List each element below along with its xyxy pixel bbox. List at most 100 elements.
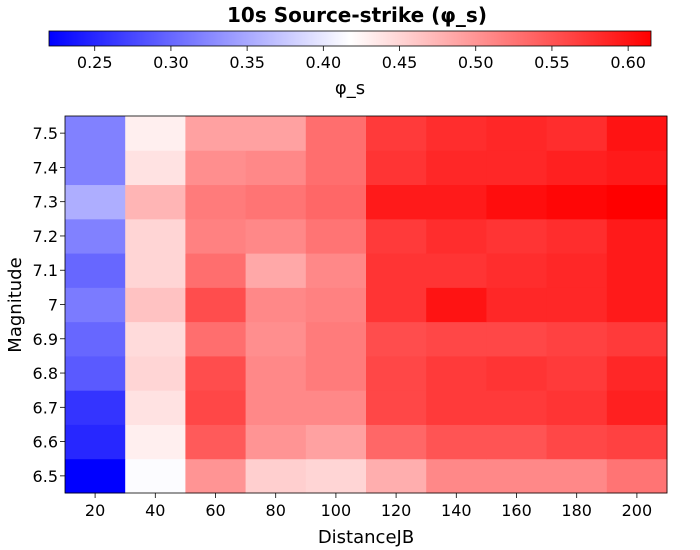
heatmap-cell: [366, 184, 427, 220]
colorbar-ticks: 0.25 0.30 0.35 0.40 0.45 0.50 0.55 0.60: [77, 46, 646, 72]
heatmap-cell: [426, 390, 487, 425]
heatmap-cell: [486, 355, 548, 391]
heatmap-cell: [65, 253, 126, 288]
heatmap-cell: [65, 150, 126, 186]
y-tick-label: 7.4: [33, 158, 58, 177]
heatmap-cell: [65, 321, 126, 357]
heatmap-cell: [245, 116, 307, 151]
heatmap-cell: [245, 458, 307, 494]
heatmap-cell: [125, 218, 186, 254]
heatmap-cell: [245, 218, 307, 254]
x-tick-label: 100: [321, 501, 352, 520]
heatmap-cell: [65, 390, 126, 425]
colorbar-tick-label: 0.25: [77, 53, 113, 72]
y-tick-label: 6.8: [33, 364, 58, 383]
x-tick-label: 20: [85, 501, 105, 520]
colorbar-label: φ_s: [335, 78, 365, 99]
heatmap-cell: [546, 184, 608, 220]
heatmap-cell: [125, 150, 186, 186]
colorbar-tick-label: 0.40: [306, 53, 342, 72]
heatmap-cell: [366, 355, 427, 391]
heatmap-cell: [606, 424, 668, 460]
heatmap-cell: [305, 458, 367, 494]
heatmap-cell: [366, 424, 427, 460]
x-axis-label: DistanceJB: [318, 527, 414, 548]
y-axis-ticks: 6.5 6.6 6.7 6.8 6.9 7 7.1 7.2 7.3 7.4 7.5: [33, 124, 65, 486]
heatmap-cell: [185, 424, 247, 460]
colorbar-tick-label: 0.35: [229, 53, 265, 72]
heatmap-cell: [606, 458, 668, 494]
heatmap-cell: [426, 253, 487, 288]
heatmap-cell: [65, 218, 126, 254]
heatmap-cell: [546, 390, 608, 425]
heatmap-cell: [125, 184, 186, 220]
heatmap-cell: [305, 287, 367, 323]
heatmap-cell: [426, 184, 487, 220]
heatmap-cell: [245, 184, 307, 220]
heatmap-cell: [245, 424, 307, 460]
y-tick-label: 7.3: [33, 193, 58, 212]
heatmap-cell: [65, 355, 126, 391]
y-tick-label: 6.6: [33, 433, 58, 452]
heatmap-cell: [185, 321, 247, 357]
x-tick-label: 160: [501, 501, 532, 520]
heatmap-cell: [366, 218, 427, 254]
heatmap-cell: [486, 424, 548, 460]
y-tick-label: 6.9: [33, 330, 58, 349]
heatmap-cell: [546, 458, 608, 494]
heatmap-cell: [305, 218, 367, 254]
x-tick-label: 140: [441, 501, 472, 520]
heatmap-cell: [486, 253, 548, 288]
heatmap-cell: [426, 458, 487, 494]
heatmap-cell: [486, 116, 548, 151]
heatmap-cell: [366, 390, 427, 425]
heatmap-cell: [305, 424, 367, 460]
heatmap-cell: [606, 287, 668, 323]
heatmap-cell: [185, 253, 247, 288]
heatmap-cell: [185, 458, 247, 494]
heatmap-cell: [606, 253, 668, 288]
heatmap-cell: [546, 287, 608, 323]
x-axis-ticks: 20 40 60 80 100 120 140 160 180 200: [85, 493, 652, 520]
heatmap-cell: [245, 355, 307, 391]
heatmap-cell: [125, 424, 186, 460]
heatmap-cell: [305, 150, 367, 186]
heatmap-cell: [486, 184, 548, 220]
heatmap-cell: [426, 150, 487, 186]
x-tick-label: 120: [381, 501, 412, 520]
heatmap-cell: [245, 253, 307, 288]
heatmap-cell: [65, 458, 126, 494]
heatmap-cell: [486, 287, 548, 323]
heatmap-cell: [546, 150, 608, 186]
heatmap-cell: [125, 287, 186, 323]
heatmap-cell: [546, 424, 608, 460]
heatmap-cell: [486, 150, 548, 186]
y-tick-label: 6.5: [33, 467, 58, 486]
heatmap-cell: [245, 150, 307, 186]
heatmap-cell: [606, 116, 668, 151]
y-tick-label: 7.1: [33, 261, 58, 280]
heatmap-cell: [366, 458, 427, 494]
x-tick-label: 180: [561, 501, 592, 520]
heatmap-cell: [125, 390, 186, 425]
heatmap-cell: [546, 355, 608, 391]
heatmap-cell: [606, 390, 668, 425]
heatmap-cell: [426, 287, 487, 323]
colorbar-gradient: [48, 30, 652, 47]
heatmap-cell: [305, 355, 367, 391]
heatmap-cell: [426, 321, 487, 357]
heatmap-cell: [305, 184, 367, 220]
x-tick-label: 200: [622, 501, 653, 520]
heatmap-cell: [546, 116, 608, 151]
colorbar: 0.25 0.30 0.35 0.40 0.45 0.50 0.55 0.60 φ_s: [48, 30, 652, 99]
heatmap-cell: [606, 184, 668, 220]
heatmap-cell: [185, 150, 247, 186]
colorbar-tick-label: 0.60: [610, 53, 646, 72]
heatmap-cell: [366, 116, 427, 151]
heatmap-cell: [606, 150, 668, 186]
y-tick-label: 7: [48, 296, 58, 315]
heatmap-cell: [606, 321, 668, 357]
x-tick-label: 40: [145, 501, 165, 520]
heatmap-cell: [366, 287, 427, 323]
